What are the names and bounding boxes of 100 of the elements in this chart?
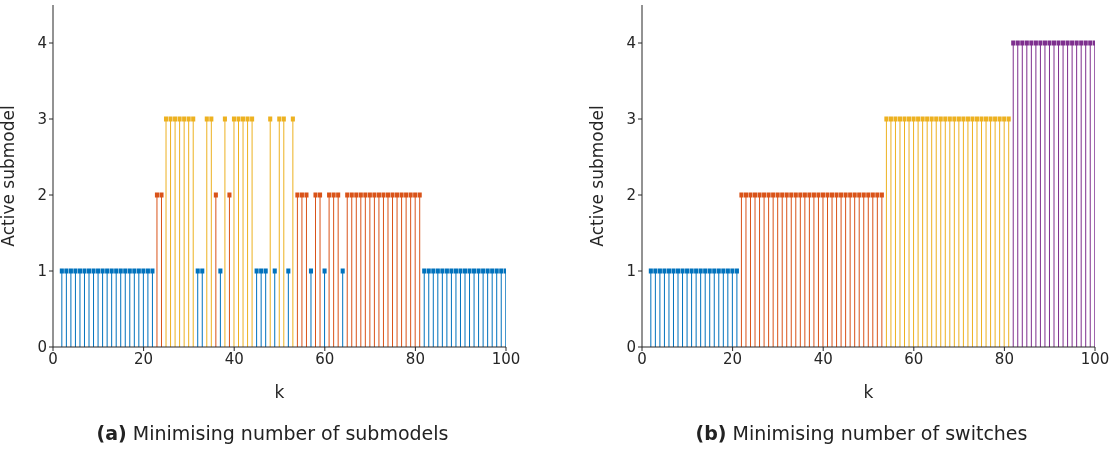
point: [385, 192, 391, 198]
point: [1011, 40, 1016, 46]
point: [462, 268, 468, 274]
point: [920, 116, 925, 122]
point: [363, 192, 368, 198]
point: [118, 268, 123, 274]
point: [1070, 40, 1075, 46]
point: [979, 116, 984, 122]
point: [295, 192, 300, 198]
point: [974, 116, 980, 122]
point: [367, 192, 372, 198]
point: [780, 192, 785, 198]
point: [943, 116, 948, 122]
point: [662, 268, 667, 274]
point: [426, 268, 431, 274]
point: [997, 116, 1002, 122]
point: [123, 268, 128, 274]
point: [268, 116, 273, 122]
point: [689, 268, 694, 274]
point: [259, 268, 264, 274]
x-tick-label: 60: [315, 349, 335, 368]
point: [698, 268, 703, 274]
point: [204, 116, 209, 122]
point: [925, 116, 930, 122]
point: [739, 192, 744, 198]
point: [77, 268, 82, 274]
point: [766, 192, 771, 198]
x-axis-title: k: [274, 382, 285, 402]
point: [707, 268, 712, 274]
point: [1024, 40, 1029, 46]
point: [372, 192, 377, 198]
point: [852, 192, 857, 198]
point: [336, 192, 341, 198]
y-tick-label: 1: [626, 262, 636, 281]
point: [390, 192, 395, 198]
point: [449, 268, 454, 274]
x-tick-label: 80: [994, 349, 1014, 368]
point: [195, 268, 200, 274]
point: [757, 192, 762, 198]
point: [304, 192, 309, 198]
point: [145, 268, 150, 274]
point: [938, 116, 943, 122]
point: [789, 192, 794, 198]
point: [857, 192, 862, 198]
point: [453, 268, 458, 274]
point: [308, 268, 314, 274]
point: [675, 268, 681, 274]
point: [666, 268, 671, 274]
text: (b) Minimising number of switches: [694, 422, 1029, 444]
point: [653, 268, 658, 274]
point: [1051, 40, 1057, 46]
point: [349, 192, 354, 198]
point: [163, 116, 169, 122]
x-tick-label: 100: [1080, 349, 1110, 368]
point: [807, 192, 812, 198]
point: [1002, 116, 1007, 122]
point: [1042, 40, 1047, 46]
point: [816, 192, 821, 198]
point: [318, 192, 323, 198]
point: [721, 268, 726, 274]
x-tick-label: 40: [813, 349, 833, 368]
point: [250, 116, 255, 122]
point: [820, 192, 826, 198]
point: [1079, 40, 1084, 46]
point: [1074, 40, 1079, 46]
point: [752, 192, 758, 198]
y-tick-label: 2: [626, 186, 636, 205]
point: [897, 116, 903, 122]
text: (a) Minimising number of submodels: [95, 422, 450, 444]
point: [177, 116, 182, 122]
point: [848, 192, 853, 198]
point: [408, 192, 413, 198]
point: [743, 192, 748, 198]
point: [64, 268, 69, 274]
point: [299, 192, 304, 198]
point: [861, 192, 866, 198]
point: [907, 116, 912, 122]
point: [263, 268, 268, 274]
point: [358, 192, 363, 198]
point: [154, 192, 159, 198]
point: [399, 192, 404, 198]
point: [771, 192, 776, 198]
x-axis-title: k: [863, 382, 874, 402]
point: [988, 116, 993, 122]
point: [381, 192, 386, 198]
point: [1020, 40, 1025, 46]
point: [241, 116, 246, 122]
point: [775, 192, 780, 198]
point: [354, 192, 359, 198]
point: [1088, 40, 1093, 46]
point: [793, 192, 798, 198]
point: [159, 192, 164, 198]
point: [911, 116, 916, 122]
point: [984, 116, 989, 122]
point: [952, 116, 957, 122]
point: [431, 268, 436, 274]
point: [993, 116, 998, 122]
point: [1033, 40, 1038, 46]
point: [830, 192, 835, 198]
point: [956, 116, 961, 122]
